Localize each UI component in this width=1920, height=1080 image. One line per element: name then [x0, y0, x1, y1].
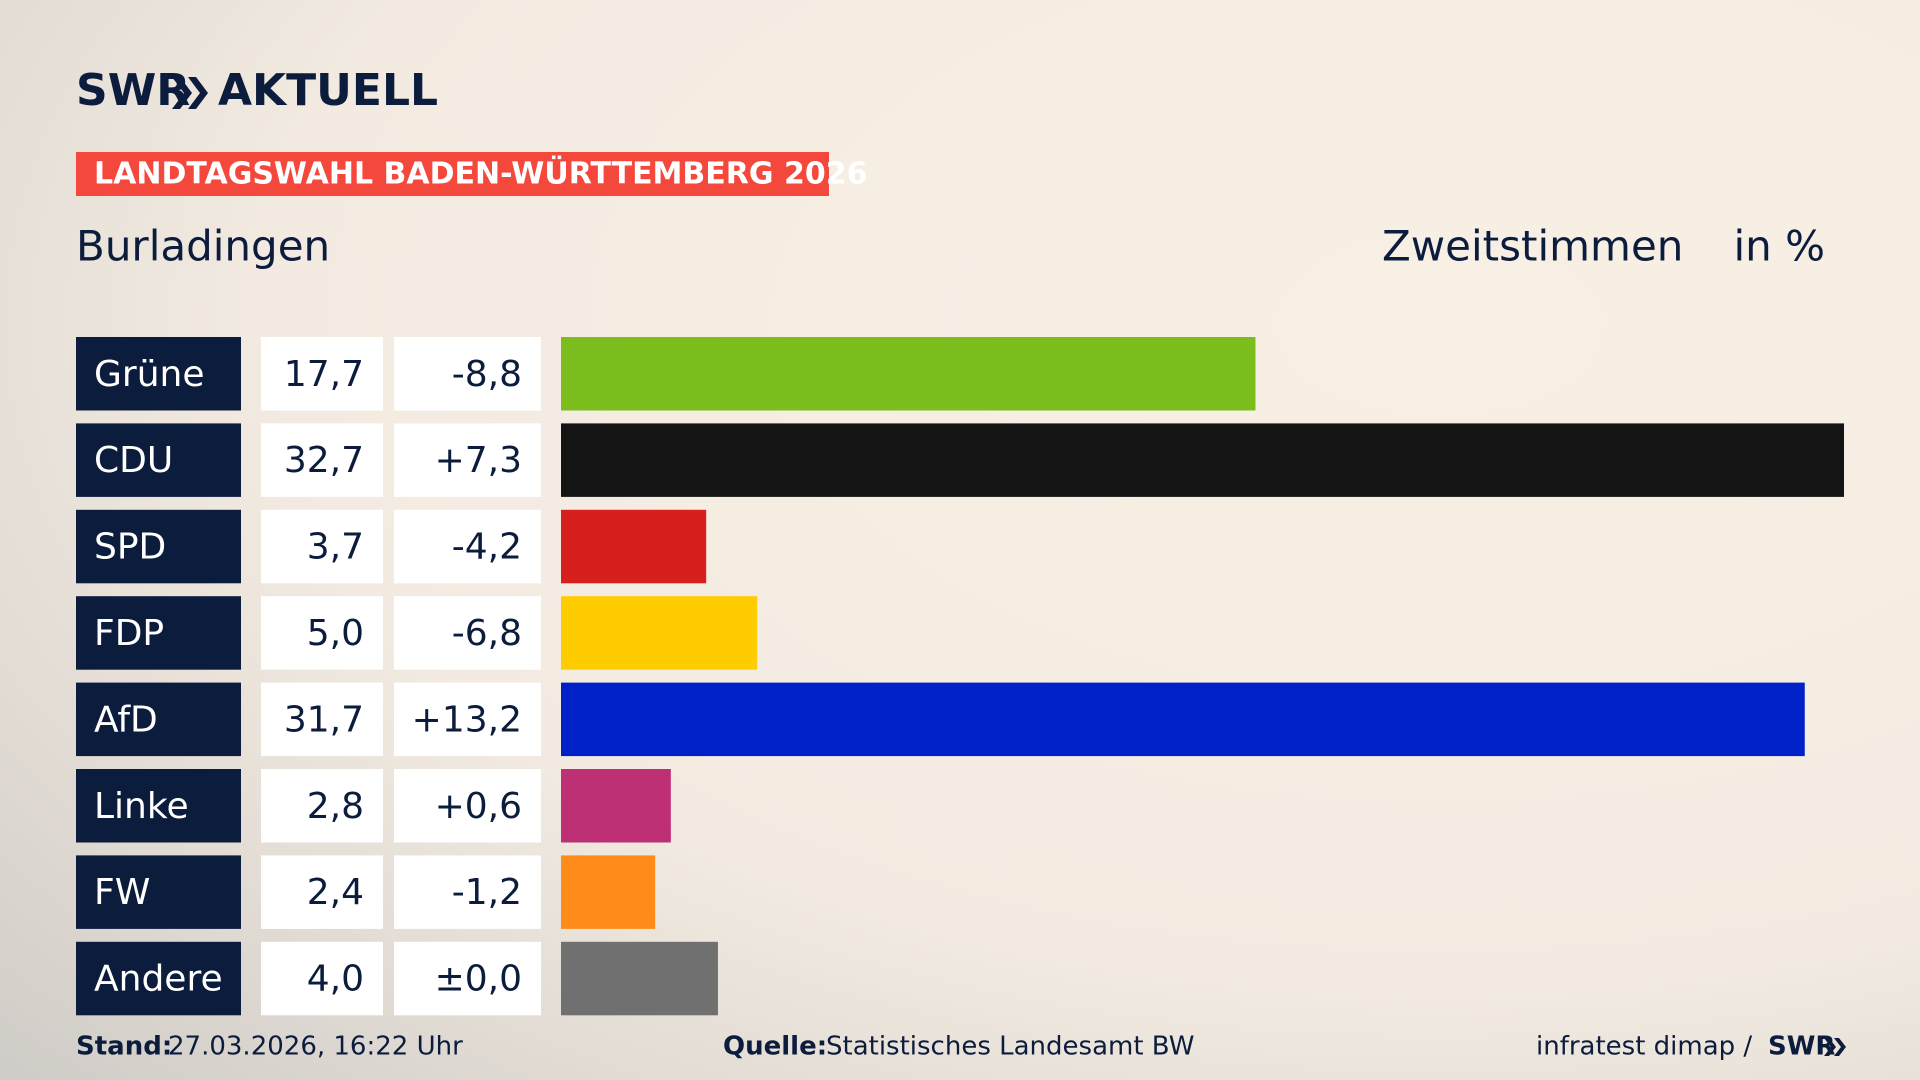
change-label: -1,2	[452, 872, 522, 913]
change-box	[394, 769, 541, 843]
credit-logo: SWR	[1768, 1032, 1835, 1062]
value-label: 5,0	[307, 613, 364, 654]
change-label: ±0,0	[435, 959, 522, 1000]
value-box	[261, 509, 383, 584]
logo-chevrons	[172, 77, 208, 109]
credit-chevrons	[1824, 1038, 1846, 1056]
bar	[561, 855, 656, 929]
bar	[561, 682, 1805, 757]
value-box	[261, 423, 383, 497]
bar	[561, 596, 758, 670]
party-box	[76, 682, 241, 757]
value-box	[261, 596, 383, 670]
change-box	[394, 855, 541, 929]
change-label: -6,8	[452, 613, 522, 654]
change-label: -4,2	[452, 527, 522, 568]
source-label: Quelle:	[723, 1032, 827, 1062]
unit: in %	[1733, 222, 1825, 271]
banner-text: LANDTAGSWAHL BADEN-WÜRTTEMBERG 2026	[94, 155, 867, 192]
banner	[76, 152, 829, 196]
change-label: +0,6	[435, 786, 522, 827]
rows: Grüne 17,7 -8,8 CDU 32,7 +7,3 SPD 3,7 -4,2 FDP 5,0…	[76, 337, 1844, 1016]
party-label: Grüne	[94, 354, 204, 395]
change-label: +7,3	[435, 440, 522, 481]
bar	[561, 769, 671, 843]
party-box	[76, 337, 241, 411]
value-label: 4,0	[307, 959, 364, 1000]
party-label: AfD	[94, 699, 158, 740]
source: Statistisches Landesamt BW	[826, 1032, 1194, 1062]
region: Burladingen	[76, 222, 330, 271]
change-box	[394, 509, 541, 584]
stand: 27.03.2026, 16:22 Uhr	[168, 1032, 463, 1062]
value-label: 32,7	[284, 440, 364, 481]
stand-label: Stand:	[76, 1032, 172, 1062]
value-label: 2,4	[307, 872, 364, 913]
party-box	[76, 596, 241, 670]
bar	[561, 509, 707, 584]
change-box	[394, 337, 541, 411]
value-label: 2,8	[307, 786, 364, 827]
change-label: -8,8	[452, 354, 522, 395]
value-label: 17,7	[284, 354, 364, 395]
bar	[561, 337, 1256, 411]
change-label: +13,2	[412, 699, 522, 740]
party-box	[76, 423, 241, 497]
party-label: Linke	[94, 786, 189, 827]
bar	[561, 941, 718, 1016]
value-box	[261, 682, 383, 757]
value-box	[261, 855, 383, 929]
value-label: 3,7	[307, 527, 364, 568]
measure: Zweitstimmen	[1382, 222, 1683, 271]
party-box	[76, 769, 241, 843]
change-box	[394, 596, 541, 670]
party-box	[76, 941, 241, 1016]
party-label: Andere	[94, 959, 223, 1000]
change-box	[394, 682, 541, 757]
bar	[561, 423, 1844, 497]
party-label: CDU	[94, 440, 173, 481]
value-box	[261, 337, 383, 411]
credit: infratest dimap /	[1536, 1032, 1752, 1062]
party-box	[76, 509, 241, 584]
logo-name: AKTUELL	[218, 65, 438, 116]
value-box	[261, 769, 383, 843]
change-box	[394, 423, 541, 497]
value-box	[261, 941, 383, 1016]
party-label: FW	[94, 872, 150, 913]
value-label: 31,7	[284, 699, 364, 740]
party-label: FDP	[94, 613, 164, 654]
change-box	[394, 941, 541, 1016]
logo: SWR	[76, 65, 190, 116]
party-label: SPD	[94, 527, 166, 568]
party-box	[76, 855, 241, 929]
